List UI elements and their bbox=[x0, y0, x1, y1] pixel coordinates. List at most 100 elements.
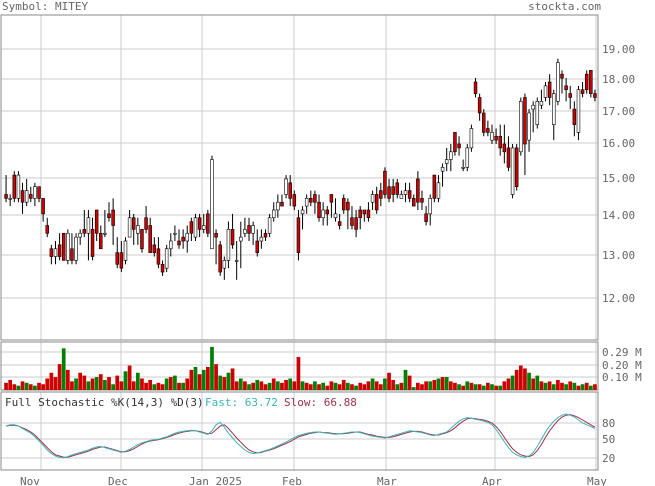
candle bbox=[465, 144, 470, 172]
candle bbox=[403, 182, 408, 203]
candle-body bbox=[374, 194, 379, 211]
candle bbox=[57, 233, 62, 261]
candle-body bbox=[119, 252, 124, 269]
volume-bar bbox=[37, 382, 41, 390]
candle-body bbox=[362, 209, 367, 215]
candle-body bbox=[379, 190, 383, 199]
candle bbox=[8, 194, 12, 207]
candle bbox=[317, 194, 321, 222]
volume-bar bbox=[74, 378, 78, 390]
candle bbox=[45, 217, 49, 238]
stoch-tick: 20 bbox=[602, 452, 615, 465]
candle bbox=[136, 217, 140, 245]
volume-bar bbox=[16, 385, 21, 390]
volume-bar bbox=[588, 385, 593, 390]
candle-body bbox=[16, 174, 21, 199]
candle-body bbox=[477, 97, 482, 114]
candle bbox=[86, 209, 91, 261]
month-label: Nov bbox=[20, 475, 40, 486]
candle bbox=[131, 213, 136, 245]
volume-bar bbox=[547, 381, 552, 390]
candle bbox=[255, 229, 260, 257]
volume-bar bbox=[288, 378, 293, 390]
volume-bar bbox=[292, 381, 297, 390]
volume-bar bbox=[440, 377, 445, 390]
volume-bar bbox=[481, 385, 486, 390]
candle bbox=[41, 198, 45, 222]
candle bbox=[300, 206, 305, 230]
volume-bar bbox=[407, 375, 412, 390]
volume-bar bbox=[350, 384, 354, 390]
candle bbox=[486, 120, 490, 137]
candle-body bbox=[564, 85, 568, 91]
candle bbox=[461, 159, 465, 172]
volume-bar bbox=[473, 384, 478, 390]
volume-bar bbox=[593, 384, 597, 390]
stochastic-panel-frame bbox=[0, 391, 599, 471]
candle bbox=[313, 190, 317, 214]
candle bbox=[156, 237, 161, 269]
candle-body bbox=[226, 229, 231, 261]
volume-bar bbox=[45, 378, 50, 390]
candle-body bbox=[399, 194, 404, 199]
volume-bar bbox=[453, 382, 457, 390]
volume-bar bbox=[329, 381, 334, 390]
volume-bar bbox=[53, 377, 58, 390]
candle-body bbox=[420, 198, 424, 203]
candle-body bbox=[300, 209, 305, 215]
candle bbox=[4, 175, 8, 203]
candle bbox=[115, 237, 119, 269]
volume-bar bbox=[568, 381, 573, 390]
volume-bar bbox=[140, 378, 144, 390]
volume-bar bbox=[490, 384, 494, 390]
candle-body bbox=[82, 229, 87, 234]
candle bbox=[552, 89, 556, 141]
volume-bar bbox=[57, 364, 62, 390]
candle-body bbox=[234, 260, 239, 262]
volume-bar bbox=[374, 381, 379, 390]
candle bbox=[469, 124, 474, 152]
volume-series bbox=[4, 346, 597, 390]
volume-bar bbox=[510, 375, 515, 390]
candle bbox=[259, 229, 264, 249]
candle-body bbox=[156, 248, 161, 265]
month-label: Dec bbox=[108, 475, 128, 486]
candle-body bbox=[222, 260, 227, 269]
candle bbox=[333, 198, 338, 222]
candle-body bbox=[148, 225, 152, 253]
volume-bar bbox=[123, 371, 128, 390]
volume-bar bbox=[20, 381, 25, 390]
candle bbox=[502, 124, 507, 164]
price-tick: 17.00 bbox=[602, 105, 635, 118]
candle bbox=[251, 221, 255, 245]
volume-bar bbox=[416, 382, 420, 390]
candle-body bbox=[309, 198, 313, 203]
volume-bar bbox=[457, 384, 461, 390]
candle-body bbox=[251, 225, 255, 234]
price-tick: 15.00 bbox=[602, 172, 635, 185]
volume-tick: 0.29 M bbox=[602, 346, 642, 359]
candle-body bbox=[255, 240, 260, 253]
candle-body bbox=[416, 178, 420, 203]
volume-bar bbox=[189, 369, 194, 390]
candle bbox=[535, 97, 540, 129]
candle-body bbox=[593, 93, 597, 98]
candle bbox=[276, 194, 280, 218]
candle-body bbox=[169, 240, 173, 250]
volume-bar bbox=[399, 382, 404, 390]
candle-body bbox=[24, 190, 29, 203]
candle-body bbox=[514, 147, 519, 187]
candle-body bbox=[107, 213, 111, 219]
volume-bar bbox=[551, 384, 556, 390]
volume-bar bbox=[238, 378, 243, 390]
candle bbox=[527, 109, 531, 152]
candle-body bbox=[527, 112, 531, 141]
volume-bar bbox=[271, 378, 276, 390]
candle-body bbox=[366, 209, 371, 219]
candle bbox=[379, 182, 383, 207]
volume-bar bbox=[284, 379, 288, 390]
candle-body bbox=[547, 81, 552, 98]
candle-body bbox=[535, 101, 540, 125]
site-label: stockta.com bbox=[528, 0, 601, 13]
candle bbox=[164, 244, 169, 273]
